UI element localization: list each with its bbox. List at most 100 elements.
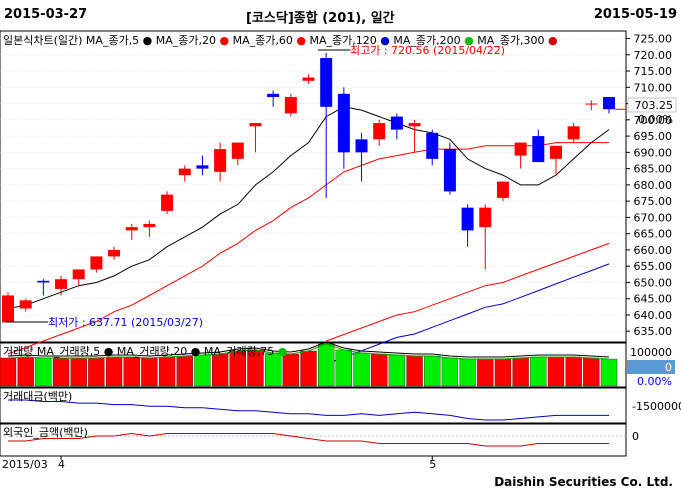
end-date: 2015-05-19 (593, 7, 677, 22)
candle (90, 256, 103, 273)
ma120-line (326, 263, 610, 365)
volume-legend-entry: MA_거래량,75 (200, 345, 274, 358)
candle (231, 142, 244, 166)
legend-entry: 일본식차트(일간) (3, 33, 82, 47)
candle (2, 292, 14, 323)
amount-title: 거래대금(백만) (3, 390, 72, 403)
legend-dot: ● (139, 34, 152, 47)
volume-bar (318, 343, 335, 387)
current-price-badge: 703.25 0.00% (627, 97, 677, 126)
amount-line (8, 399, 609, 421)
volume-bar (70, 357, 87, 387)
x-axis: 2015/03 4 5 (2, 456, 436, 470)
candle (37, 279, 50, 296)
legend-dot: ● (100, 345, 113, 358)
volume-bar (547, 356, 565, 387)
candle (408, 119, 421, 153)
volume-bar (282, 353, 299, 387)
volume-bar (406, 355, 423, 387)
volume-bar (335, 349, 353, 387)
candle (108, 246, 121, 260)
current-price: 703.25 (635, 99, 674, 112)
volume-badge-value: 0 (665, 361, 672, 374)
y-tick-label: 685.00 (634, 163, 673, 176)
legend-dot: ● (377, 34, 390, 47)
candle (549, 145, 562, 176)
candle (267, 90, 280, 107)
start-date: 2015-03-27 (4, 7, 88, 22)
candle (196, 155, 209, 176)
volume-bar (300, 350, 317, 387)
candlesticks (2, 52, 626, 323)
low-annotation: 최저가 : 637.71 (2015/03/27) (6, 316, 203, 329)
volume-tick-top: 100000 (630, 346, 672, 359)
legend-entry: MA_종가,20 (152, 34, 216, 47)
candle (496, 181, 509, 202)
candle (55, 275, 68, 296)
candle (249, 123, 262, 153)
volume-legend-entry: MA_거래량,5 (33, 345, 100, 358)
volume-bar (52, 357, 70, 387)
candle (443, 142, 456, 195)
foreign-tick: 0 (632, 430, 639, 443)
candle (514, 142, 527, 169)
y-tick-label: 710.00 (634, 81, 673, 94)
legend-entry: MA_종가,60 (229, 34, 293, 47)
candle (72, 269, 85, 286)
candle (143, 220, 156, 237)
amount-panel-frame (0, 387, 627, 424)
ma60-line (326, 242, 610, 342)
legend-dot: ● (216, 34, 229, 47)
candle (426, 129, 439, 166)
x-tick-label: 4 (58, 458, 65, 470)
volume-ma-lines (7, 341, 610, 360)
amount-tick: -1500000 (632, 400, 681, 413)
volume-bar (17, 356, 34, 387)
stock-chart: 635.00 640.00 645.00 650.00 655.00 660.00 665.… (0, 30, 681, 470)
candle (214, 142, 227, 182)
price-y-axis: 635.00 640.00 645.00 650.00 655.00 660.00 665.… (626, 33, 673, 338)
volume-bar (353, 352, 370, 387)
volume-bar (530, 356, 547, 387)
candle (161, 191, 174, 215)
volume-bar (388, 354, 406, 387)
legend-dot: ● (187, 345, 200, 358)
volume-bar (211, 353, 229, 387)
y-tick-label: 690.00 (634, 146, 673, 159)
change-percent: 0.00% (638, 113, 673, 126)
y-tick-label: 680.00 (634, 179, 673, 192)
volume-legend: 거래량 MA_거래량,5 ● MA_거래량,20 ● MA_거래량,75 ● (3, 345, 287, 358)
candle (178, 165, 191, 182)
price-panel-frame (0, 30, 627, 343)
volume-bar (105, 356, 123, 387)
volume-bar (459, 358, 476, 387)
price-grid (0, 38, 626, 332)
volume-badge (627, 360, 675, 374)
volume-bar (477, 358, 494, 387)
footer-brand: Daishin Securities Co. Ltd. (494, 475, 673, 489)
y-tick-label: 675.00 (634, 195, 673, 208)
volume-bar (88, 357, 105, 387)
y-tick-label: 715.00 (634, 65, 673, 78)
candle (320, 52, 333, 198)
volume-bar (176, 355, 193, 387)
low-annotation-text: 최저가 : 637.71 (2015/03/27) (48, 316, 203, 329)
volume-panel-frame (0, 342, 627, 388)
y-tick-label: 700.00 (634, 114, 673, 127)
y-tick-label: 650.00 (634, 276, 673, 289)
legend-dot: ● (274, 345, 287, 358)
candle (284, 93, 297, 117)
moving-average-lines (7, 106, 610, 365)
volume-legend-entry: 거래량 (3, 345, 33, 358)
candle (479, 204, 492, 270)
candle (302, 74, 315, 85)
candle (337, 87, 350, 169)
volume-ma-line-a (7, 341, 610, 358)
candle (603, 97, 615, 114)
y-tick-label: 640.00 (634, 309, 673, 322)
chart-header: 2015-03-27 [코스닥]종합 (201), 일간 2015-05-19 (0, 0, 681, 30)
volume-bar (0, 357, 17, 387)
high-annotation: 최고가 : 720.56 (2015/04/22) (318, 44, 505, 57)
legend-dot: ● (293, 34, 306, 47)
volume-bar (194, 354, 211, 387)
